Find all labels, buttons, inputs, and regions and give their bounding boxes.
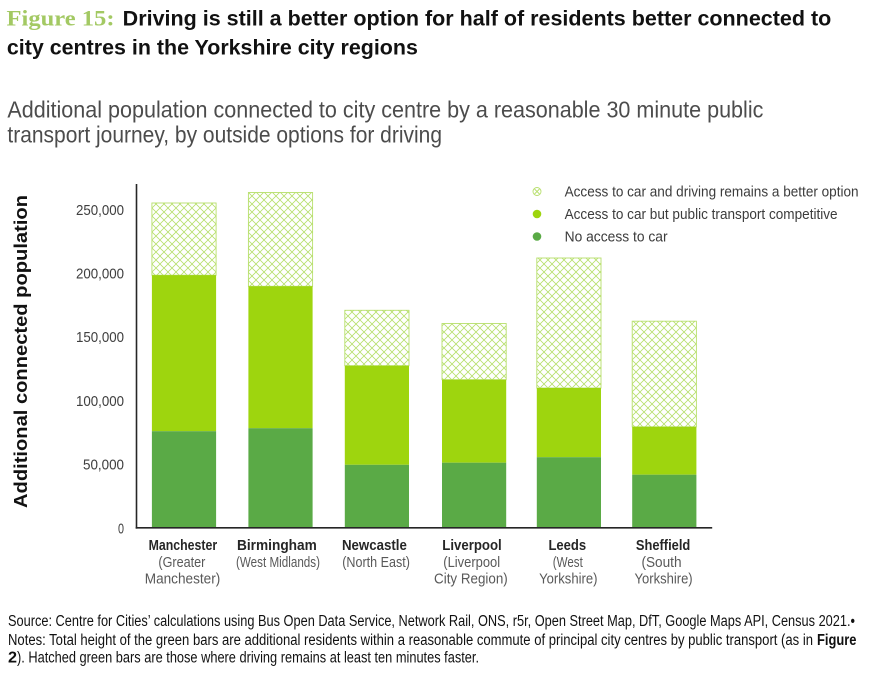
svg-text:250,000: 250,000 — [76, 202, 124, 219]
svg-text:transport journey, by outside: transport journey, by outside options fo… — [7, 121, 442, 147]
svg-text:). Hatched green bars are thos: ). Hatched green bars are those where dr… — [17, 650, 479, 667]
svg-text:(South: (South — [641, 555, 681, 571]
svg-text:Driving is still a better opti: Driving is still a better option for hal… — [123, 8, 832, 31]
svg-text:Access to car but public trans: Access to car but public transport compe… — [565, 207, 838, 223]
svg-text:Liverpool: Liverpool — [442, 537, 501, 554]
svg-text:City Region): City Region) — [434, 572, 508, 588]
svg-text:100,000: 100,000 — [76, 393, 124, 410]
svg-text:(West Midlands): (West Midlands) — [236, 555, 320, 571]
svg-text:2: 2 — [8, 650, 17, 667]
svg-text:Leeds: Leeds — [548, 537, 586, 554]
svg-text:50,000: 50,000 — [83, 457, 124, 474]
svg-text:city centres in the Yorkshire: city centres in the Yorkshire city regio… — [7, 37, 418, 60]
svg-text:Figure: Figure — [817, 632, 857, 649]
svg-text:Sheffield: Sheffield — [636, 537, 690, 554]
svg-text:Birmingham: Birmingham — [237, 537, 317, 554]
svg-text:Figure 15:: Figure 15: — [7, 6, 115, 31]
svg-text:(Liverpool: (Liverpool — [443, 555, 500, 571]
svg-text:Yorkshire): Yorkshire) — [635, 572, 693, 588]
svg-text:(West: (West — [553, 555, 583, 571]
svg-text:Source: Centre for Cities’ cal: Source: Centre for Cities’ calculations … — [8, 613, 855, 630]
svg-text:Manchester: Manchester — [149, 537, 218, 554]
svg-text:No access to car: No access to car — [565, 230, 668, 246]
svg-text:200,000: 200,000 — [76, 266, 124, 283]
svg-text:Access to car and driving rema: Access to car and driving remains a bett… — [565, 185, 859, 201]
svg-text:Notes: Total height of the gre: Notes: Total height of the green bars ar… — [8, 632, 813, 649]
svg-text:(Greater: (Greater — [158, 555, 205, 571]
svg-text:150,000: 150,000 — [76, 329, 124, 346]
svg-text:Yorkshire): Yorkshire) — [539, 572, 597, 588]
svg-text:Additional connected populatio: Additional connected population — [11, 195, 31, 508]
svg-text:Manchester): Manchester) — [145, 572, 221, 588]
svg-text:Newcastle: Newcastle — [342, 537, 407, 554]
svg-text:Additional population connecte: Additional population connected to city … — [7, 96, 763, 122]
svg-text:0: 0 — [118, 520, 124, 537]
svg-text:(North East): (North East) — [342, 555, 410, 571]
